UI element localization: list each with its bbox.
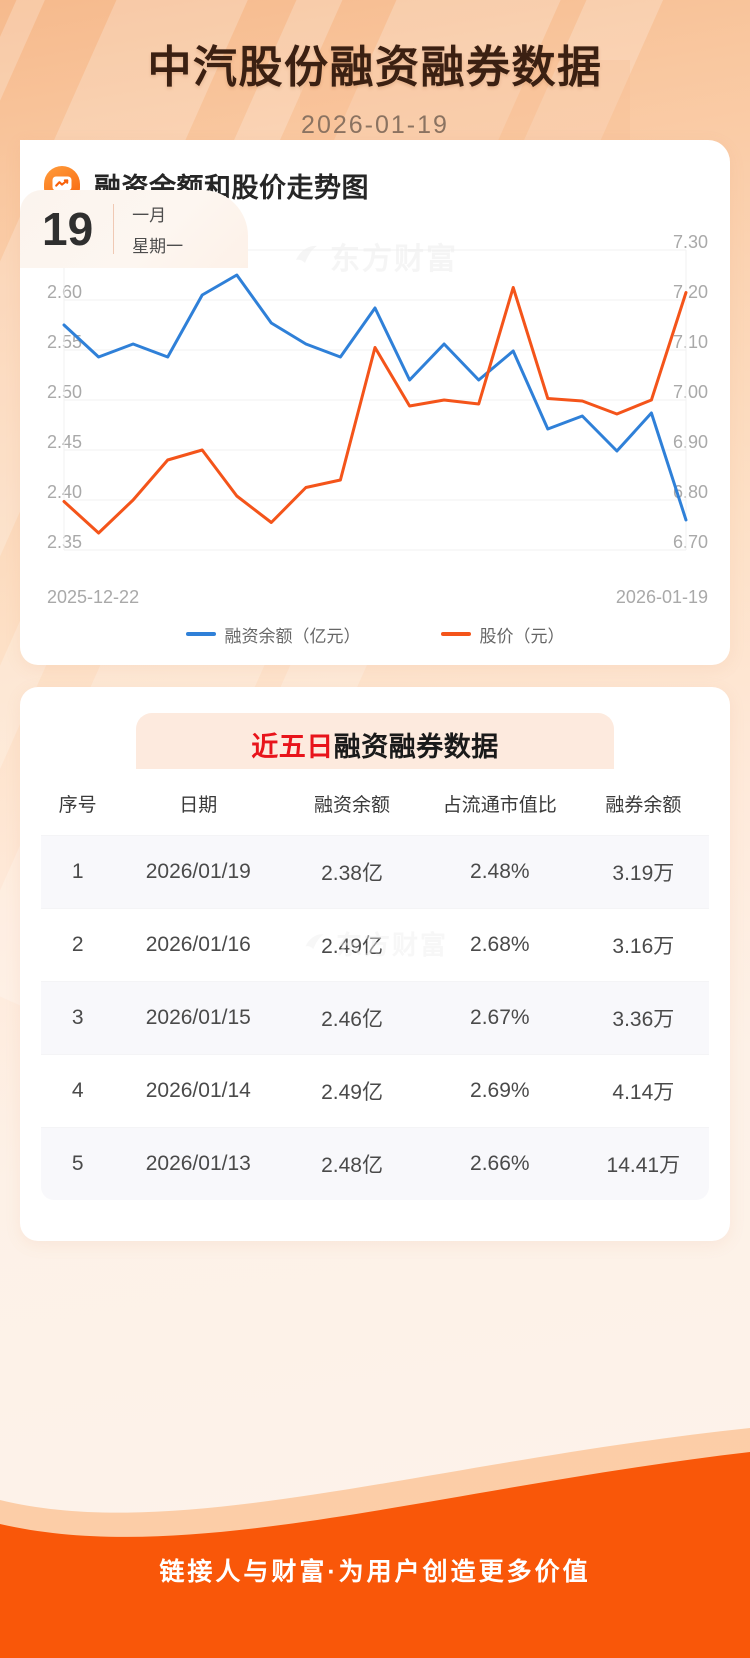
table-cell-date: 2026/01/19 [114,834,283,909]
table-row[interactable]: 3 2026/01/15 2.46亿 2.67% 3.36万 [41,980,709,1055]
chart-svg [62,249,688,551]
y-left-tick-4: 2.45 [47,431,83,452]
table-cell-pct: 2.68% [421,907,578,982]
table-row[interactable]: 1 2026/01/19 2.38亿 2.48% 3.19万 [41,834,709,909]
table-row[interactable]: 4 2026/01/14 2.49亿 2.69% 4.14万 [41,1053,709,1128]
legend-color-swatch-orange [440,632,471,637]
page-subtitle-date: 2026-01-19 [301,110,449,139]
x-axis-start-label: 2025-12-22 [47,586,140,607]
table-row[interactable]: 5 2026/01/13 2.48亿 2.66% 14.41万 [41,1126,709,1200]
y-left-tick-3: 2.50 [47,381,83,402]
table-banner: 近五日 融资融券数据 [136,712,614,777]
y-right-tick-2: 7.10 [672,331,708,352]
date-card-day: 19 [42,203,94,255]
table-col-header-index: 序号 [41,769,115,836]
table-cell-date: 2026/01/14 [114,1053,283,1128]
table-cell-margin: 2.49亿 [282,1053,422,1128]
table-cell-margin: 2.38亿 [282,834,422,909]
table-cell-pct: 2.67% [421,980,578,1055]
table-row[interactable]: 2 2026/01/16 2.49亿 2.68% 3.16万 [41,907,709,982]
y-left-tick-1: 2.60 [47,281,83,302]
chart-plot-area: 东方财富 2.65 2.60 2.55 2.50 2.45 2.40 2.35 … [20,232,730,608]
y-right-tick-0: 7.30 [672,231,708,252]
y-right-tick-6: 6.70 [672,531,708,552]
margin-trading-table: 序号 日期 融资余额 占流通市值比 融券余额 1 2026/01/19 2.38亿 2… [40,768,710,1201]
chart-series [62,273,688,535]
table-cell-margin: 2.46亿 [282,980,422,1055]
y-right-tick-5: 6.80 [672,481,708,502]
date-card-divider [113,204,115,254]
table-cell-date: 2026/01/15 [114,980,283,1055]
table-cell-pct: 2.69% [421,1053,578,1128]
table-cell-margin: 2.48亿 [282,1126,422,1200]
chart-legend: 融资余额（亿元） 股价（元） [20,622,730,647]
table-cell-short: 3.36万 [577,980,709,1055]
chart-line-margin-balance [62,273,688,522]
legend-item-margin-balance[interactable]: 融资余额（亿元） [185,622,361,647]
footer-wave [0,1428,750,1658]
table-cell-short: 4.14万 [577,1053,709,1128]
table-col-header-short: 融券余额 [577,769,709,836]
table-cell-index: 5 [41,1126,115,1200]
x-axis-end-label: 2026-01-19 [615,586,708,607]
page-header: 中汽股份融资融券数据 2026-01-19 [0,0,750,140]
table-cell-short: 3.19万 [577,834,709,909]
table-cell-index: 2 [41,907,115,982]
legend-item-stock-price[interactable]: 股价（元） [440,622,565,647]
table-cell-index: 3 [41,980,115,1055]
table-header-row: 序号 日期 融资余额 占流通市值比 融券余额 [41,769,709,836]
y-left-tick-2: 2.55 [47,331,83,352]
legend-label-stock-price: 股价（元） [479,626,565,646]
page-footer: 链接人与财富·为用户创造更多价值 [0,1428,750,1658]
legend-label-margin-balance: 融资余额（亿元） [224,626,361,646]
table-col-header-date: 日期 [114,769,283,836]
y-left-tick-5: 2.40 [47,481,83,502]
table-cell-short: 3.16万 [577,907,709,982]
date-card-month: 一月 [132,206,167,225]
table-col-header-margin: 融资余额 [282,769,422,836]
table-cell-date: 2026/01/13 [114,1126,283,1200]
table-cell-pct: 2.48% [421,834,578,909]
table-card: 近五日 融资融券数据 东方财富 序号 日期 融资余额 占流通市值比 融券余额 1… [20,686,730,1241]
y-right-tick-4: 6.90 [672,431,708,452]
footer-slogan: 链接人与财富·为用户创造更多价值 [159,1558,591,1586]
table-cell-index: 4 [41,1053,115,1128]
table-banner-highlight: 近五日 [251,732,334,763]
table-col-header-pct: 占流通市值比 [421,769,578,836]
date-card: 19 一月 星期一 [20,190,248,268]
chart-gridlines [63,249,687,551]
table-cell-margin: 2.49亿 [282,907,422,982]
chart-line-stock-price [62,285,688,535]
table-banner-rest: 融资融券数据 [333,732,499,763]
y-right-tick-3: 7.00 [672,381,708,402]
page-title: 中汽股份融资融券数据 [147,43,603,92]
table-cell-date: 2026/01/16 [114,907,283,982]
table-cell-short: 14.41万 [577,1126,709,1200]
date-card-weekday: 星期一 [132,237,184,256]
y-left-tick-6: 2.35 [47,531,83,552]
y-right-tick-1: 7.20 [672,281,708,302]
table-cell-index: 1 [41,834,115,909]
table-cell-pct: 2.66% [421,1126,578,1200]
legend-color-swatch-blue [185,632,216,637]
